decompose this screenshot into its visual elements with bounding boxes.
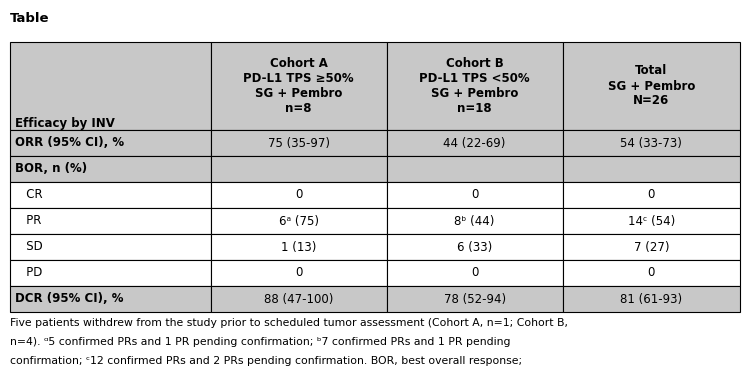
- Bar: [10, 42, 211, 130]
- Text: 7 (27): 7 (27): [634, 240, 669, 254]
- Bar: [562, 156, 740, 182]
- Text: 0: 0: [647, 267, 655, 279]
- Text: PR: PR: [15, 214, 41, 228]
- Text: DCR (95% CI), %: DCR (95% CI), %: [15, 292, 124, 306]
- Text: SD: SD: [15, 240, 43, 254]
- Text: Cohort B
PD-L1 TPS <50%
SG + Pembro
n=18: Cohort B PD-L1 TPS <50% SG + Pembro n=18: [419, 57, 530, 115]
- Text: 8ᵇ (44): 8ᵇ (44): [454, 214, 495, 228]
- Text: 0: 0: [471, 189, 478, 201]
- Bar: [387, 182, 562, 208]
- Text: 88 (47-100): 88 (47-100): [264, 292, 334, 306]
- Text: Table: Table: [10, 12, 50, 25]
- Text: 0: 0: [647, 189, 655, 201]
- Bar: [387, 286, 562, 312]
- Bar: [387, 234, 562, 260]
- Bar: [10, 208, 211, 234]
- Bar: [562, 286, 740, 312]
- Text: 54 (33-73): 54 (33-73): [620, 136, 682, 150]
- Text: 1 (13): 1 (13): [281, 240, 316, 254]
- Bar: [211, 156, 387, 182]
- Bar: [10, 260, 211, 286]
- Text: ORR (95% CI), %: ORR (95% CI), %: [15, 136, 125, 150]
- Text: n=4). ᵅ5 confirmed PRs and 1 PR pending confirmation; ᵇ7 confirmed PRs and 1 PR : n=4). ᵅ5 confirmed PRs and 1 PR pending …: [10, 337, 511, 347]
- Bar: [387, 156, 562, 182]
- Bar: [211, 260, 387, 286]
- Text: 0: 0: [295, 267, 302, 279]
- Bar: [562, 182, 740, 208]
- Text: confirmation; ᶜ12 confirmed PRs and 2 PRs pending confirmation. BOR, best overal: confirmation; ᶜ12 confirmed PRs and 2 PR…: [10, 356, 522, 366]
- Text: 0: 0: [295, 189, 302, 201]
- Bar: [562, 260, 740, 286]
- Text: CR: CR: [15, 189, 43, 201]
- Bar: [387, 130, 562, 156]
- Text: 44 (22-69): 44 (22-69): [443, 136, 506, 150]
- Text: Efficacy by INV: Efficacy by INV: [15, 117, 115, 129]
- Text: BOR, n (%): BOR, n (%): [15, 162, 87, 176]
- Bar: [387, 42, 562, 130]
- Text: 0: 0: [471, 267, 478, 279]
- Bar: [562, 42, 740, 130]
- Text: 14ᶜ (54): 14ᶜ (54): [628, 214, 675, 228]
- Bar: [211, 182, 387, 208]
- Bar: [211, 42, 387, 130]
- Text: 6ᵃ (75): 6ᵃ (75): [279, 214, 319, 228]
- Bar: [10, 234, 211, 260]
- Text: Cohort A
PD-L1 TPS ≥50%
SG + Pembro
n=8: Cohort A PD-L1 TPS ≥50% SG + Pembro n=8: [244, 57, 354, 115]
- Text: 6 (33): 6 (33): [457, 240, 492, 254]
- Bar: [387, 208, 562, 234]
- Bar: [387, 260, 562, 286]
- Bar: [10, 286, 211, 312]
- Bar: [211, 130, 387, 156]
- Bar: [211, 208, 387, 234]
- Bar: [562, 234, 740, 260]
- Text: 81 (61-93): 81 (61-93): [620, 292, 682, 306]
- Text: 75 (35-97): 75 (35-97): [268, 136, 330, 150]
- Bar: [562, 130, 740, 156]
- Bar: [10, 156, 211, 182]
- Text: PD: PD: [15, 267, 42, 279]
- Bar: [562, 208, 740, 234]
- Bar: [211, 234, 387, 260]
- Text: 78 (52-94): 78 (52-94): [443, 292, 506, 306]
- Bar: [211, 286, 387, 312]
- Bar: [10, 130, 211, 156]
- Text: Five patients withdrew from the study prior to scheduled tumor assessment (Cohor: Five patients withdrew from the study pr…: [10, 318, 568, 328]
- Text: Total
SG + Pembro
N=26: Total SG + Pembro N=26: [608, 64, 695, 108]
- Bar: [10, 182, 211, 208]
